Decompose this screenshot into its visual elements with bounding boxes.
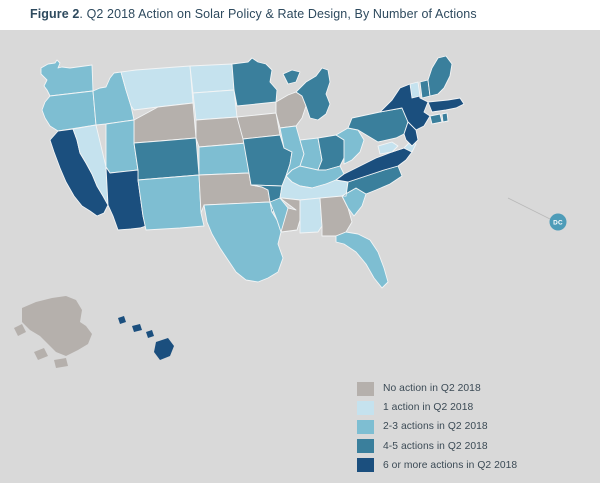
- legend-label-six-plus-actions: 6 or more actions in Q2 2018: [383, 459, 518, 471]
- state-ut[interactable]: [105, 119, 139, 174]
- legend-label-no-action: No action in Q2 2018: [383, 383, 481, 395]
- state-md[interactable]: [377, 141, 417, 155]
- choropleth-map: DC: [0, 30, 600, 370]
- legend-item-six-plus-actions[interactable]: 6 or more actions in Q2 2018: [357, 456, 597, 475]
- dc-marker-circle[interactable]: [549, 213, 567, 231]
- state-ma[interactable]: [427, 97, 465, 113]
- state-va[interactable]: [335, 147, 413, 183]
- us-map-svg: DC: [14, 55, 567, 368]
- state-ia[interactable]: [236, 112, 281, 140]
- page-title: Figure 2. Q2 2018 Action on Solar Policy…: [30, 7, 477, 21]
- state-wi[interactable]: [275, 91, 307, 129]
- state-al[interactable]: [299, 197, 323, 234]
- dc-marker-label: DC: [553, 220, 563, 227]
- state-nm[interactable]: [137, 174, 205, 231]
- dc-marker-group: DC: [507, 197, 567, 231]
- title-bar: [0, 0, 600, 30]
- state-ak[interactable]: [14, 296, 92, 368]
- state-hi[interactable]: [118, 316, 174, 360]
- figure-title-rest: . Q2 2018 Action on Solar Policy & Rate …: [79, 7, 477, 21]
- state-ms[interactable]: [279, 197, 301, 233]
- state-mt[interactable]: [120, 65, 194, 111]
- legend-label-one-action: 1 action in Q2 2018: [383, 402, 474, 414]
- state-nd[interactable]: [189, 63, 235, 94]
- state-vt[interactable]: [409, 81, 421, 99]
- dc-leader-line: [507, 197, 553, 221]
- state-oh[interactable]: [317, 134, 347, 171]
- state-tx[interactable]: [203, 201, 284, 283]
- state-or[interactable]: [41, 90, 97, 132]
- state-nv[interactable]: [72, 124, 109, 206]
- legend-swatch-no-action: [357, 381, 374, 396]
- legend-item-no-action[interactable]: No action in Q2 2018: [357, 379, 597, 398]
- legend-swatch-four-five-actions: [357, 439, 374, 454]
- state-sd[interactable]: [192, 89, 238, 121]
- legend-swatch-one-action: [357, 400, 374, 415]
- figure-label: Figure 2: [30, 7, 80, 21]
- state-az[interactable]: [105, 166, 147, 231]
- legend-item-one-action[interactable]: 1 action in Q2 2018: [357, 398, 597, 417]
- state-nj[interactable]: [403, 121, 419, 147]
- state-fl[interactable]: [335, 231, 389, 289]
- legend-swatch-two-three-actions: [357, 419, 374, 434]
- legend: No action in Q2 2018 1 action in Q2 2018…: [357, 379, 597, 475]
- state-co[interactable]: [133, 137, 200, 181]
- legend-label-two-three-actions: 2-3 actions in Q2 2018: [383, 421, 488, 433]
- state-mi[interactable]: [282, 67, 331, 121]
- legend-item-four-five-actions[interactable]: 4-5 actions in Q2 2018: [357, 437, 597, 456]
- state-mn[interactable]: [231, 57, 278, 107]
- state-shapes-group: [14, 55, 465, 368]
- state-ri[interactable]: [441, 112, 449, 123]
- state-wa[interactable]: [40, 59, 94, 97]
- legend-swatch-six-plus-actions: [357, 458, 374, 473]
- state-me[interactable]: [427, 55, 453, 97]
- legend-label-four-five-actions: 4-5 actions in Q2 2018: [383, 440, 488, 452]
- state-ct[interactable]: [429, 113, 443, 125]
- state-ks[interactable]: [198, 142, 250, 176]
- legend-item-two-three-actions[interactable]: 2-3 actions in Q2 2018: [357, 417, 597, 436]
